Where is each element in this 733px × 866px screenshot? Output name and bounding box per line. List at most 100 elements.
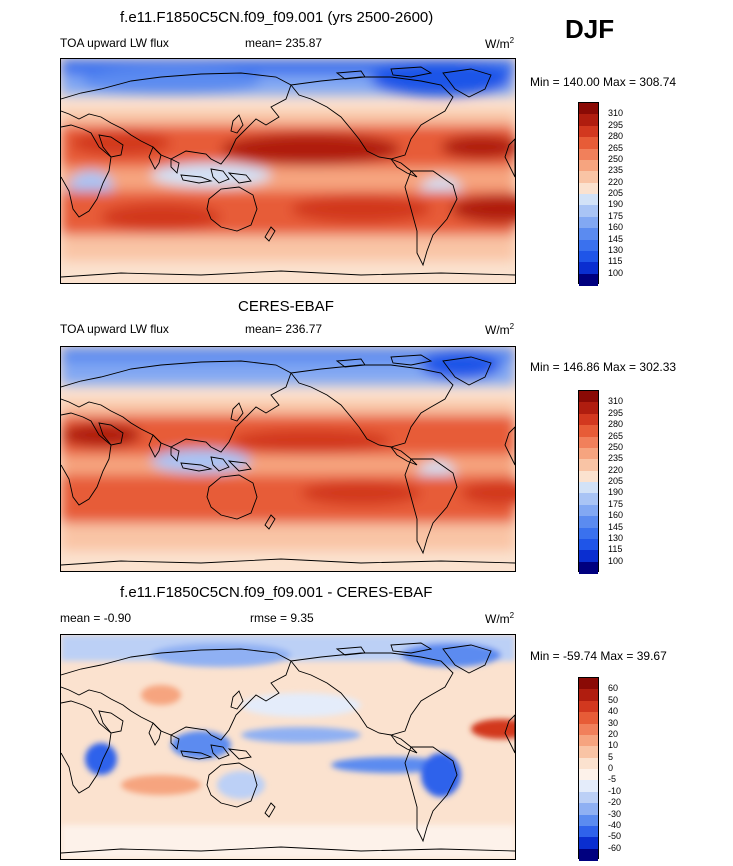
colorbar-tick-label: 235 [608,453,624,464]
colorbar-tick-label: 100 [608,555,624,566]
colorbar-segment [579,791,598,804]
colorbar-tick-label: -50 [608,831,622,842]
panel-obs-minmax: Min = 146.86 Max = 302.33 [530,360,677,374]
colorbar-tick-label: 250 [608,153,624,164]
colorbar-tick-label: 115 [608,256,623,267]
colorbar-tick-label: -40 [608,819,622,830]
colorbar-tick-label: 0 [608,763,614,773]
colorbar-tick-label: 205 [608,188,624,198]
colorbar-tick-label: 295 [608,407,624,418]
panel-model-units: W/m2 [485,36,515,51]
panel-model-map [60,58,516,284]
colorbar-segment [579,482,598,494]
colorbar-segment [579,825,598,838]
colorbar-segment [579,757,598,770]
colorbar-segment [579,734,598,747]
colorbar-tick-label: 265 [608,430,624,441]
colorbar-segment [579,228,598,240]
colorbar-segment [579,250,598,263]
colorbar-tick-label: 40 [608,706,619,717]
panel-model-minmax: Min = 140.00 Max = 308.74 [530,75,677,89]
colorbar-segment [579,148,598,161]
colorbar-tick-label: -10 [608,785,622,796]
colorbar-segment [579,425,598,437]
colorbar-segment [579,216,598,229]
colorbar-segment [579,239,598,252]
colorbar-segment [579,561,598,574]
colorbar-tick-label: 310 [608,396,624,407]
panel-obs-map [60,346,516,572]
panel-obs-variable: TOA upward LW flux [60,322,169,336]
panel-model-colorbar-box [578,102,599,286]
colorbar-tick-label: 160 [608,510,624,521]
colorbar-tick-label: 160 [608,222,624,233]
colorbar-segment [579,262,598,275]
colorbar-segment [579,391,598,403]
colorbar-segment [579,678,598,690]
panel-model-title: f.e11.F1850C5CN.f09_f09.001 (yrs 2500-26… [120,9,434,26]
colorbar-tick-label: 265 [608,142,624,153]
colorbar-tick-label: 20 [608,728,619,739]
colorbar-tick-label: 115 [608,544,623,555]
colorbar-tick-label: 295 [608,119,624,130]
colorbar-segment [579,516,598,528]
panel-obs-mean: mean= 236.77 [245,322,323,336]
colorbar-segment [579,194,598,206]
panel-diff-minmax: Min = -59.74 Max = 39.67 [530,649,667,663]
colorbar-segment [579,137,598,149]
colorbar-segment [579,538,598,551]
panel-model-variable: TOA upward LW flux [60,36,169,50]
colorbar-tick-label: 60 [608,683,619,694]
colorbar-tick-label: -60 [608,842,622,853]
colorbar-segment [579,159,598,172]
colorbar-tick-label: 30 [608,717,619,728]
colorbar-segment [579,125,598,138]
colorbar-segment [579,723,598,736]
colorbar-tick-label: -5 [608,774,617,785]
colorbar-tick-label: 145 [608,521,624,532]
panel-diff-colorbar-box [578,677,599,861]
colorbar-segment [579,780,598,793]
colorbar-segment [579,273,598,286]
colorbar-segment [579,837,598,850]
colorbar-segment [579,205,598,218]
colorbar-tick-label: 235 [608,165,624,176]
colorbar-segment [579,470,598,483]
colorbar-segment [579,103,598,115]
colorbar-tick-label: -30 [608,808,622,819]
colorbar-segment [579,459,598,472]
colorbar-tick-label: 50 [608,694,619,705]
colorbar-segment [579,746,598,759]
colorbar-tick-label: 190 [608,199,624,210]
colorbar-tick-label: 220 [608,176,624,187]
colorbar-segment [579,182,598,195]
season-label: DJF [565,14,615,44]
colorbar-tick-label: -20 [608,797,622,808]
colorbar-tick-label: 10 [608,740,619,751]
colorbar-tick-label: 130 [608,244,624,255]
panel-diff-mean: mean = -0.90 [60,611,132,625]
panel-obs-units: W/m2 [485,322,515,337]
colorbar-segment [579,447,598,460]
colorbar-segment [579,700,598,713]
panel-diff-map-svg [61,635,515,859]
colorbar-segment [579,527,598,540]
colorbar-tick-label: 205 [608,476,624,486]
colorbar-segment [579,114,598,127]
colorbar-tick-label: 280 [608,419,624,430]
colorbar-tick-label: 5 [608,751,614,762]
colorbar-tick-label: 175 [608,498,624,509]
colorbar-tick-label: 250 [608,441,624,452]
colorbar-tick-label: 130 [608,532,624,543]
colorbar-tick-label: 145 [608,233,624,244]
colorbar-segment [579,712,598,724]
colorbar-segment [579,493,598,506]
colorbar-segment [579,402,598,415]
panel-model-map-svg [61,59,515,283]
panel-obs-title: CERES-EBAF [238,298,334,315]
colorbar-segment [579,504,598,517]
panel-diff-title: f.e11.F1850C5CN.f09_f09.001 - CERES-EBAF [120,584,433,601]
colorbar-tick-label: 190 [608,487,624,498]
panel-diff-units: W/m2 [485,611,515,626]
colorbar-tick-label: 175 [608,210,624,221]
